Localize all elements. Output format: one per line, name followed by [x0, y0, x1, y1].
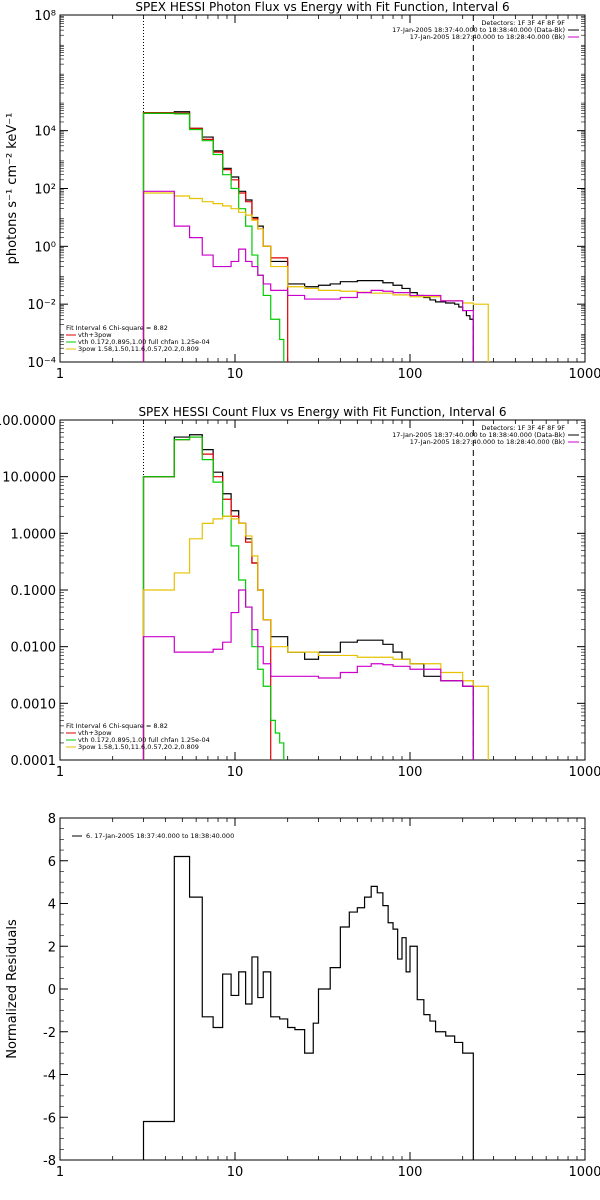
y-tick-label: 8 — [48, 812, 56, 827]
legend-bottom-left-entry: vth 0.172,0.895,1.00 full chfan 1.25e-04 — [78, 338, 210, 346]
legend-bottom-left-entry: 3pow 1.58,1.50,11.6,0.57,20.2,0.809 — [78, 743, 199, 751]
chart-title: SPEX HESSI Count Flux vs Energy with Fit… — [138, 405, 506, 419]
x-tick-label: 10 — [227, 765, 244, 780]
y-tick-label: -4 — [43, 1069, 56, 1084]
legend-bottom-left-entry: vth+3pow — [78, 729, 112, 737]
chart-title: SPEX HESSI Photon Flux vs Energy with Fi… — [135, 0, 509, 14]
legend-top-left-entry: 6. 17-Jan-2005 18:37:40.000 to 18:38:40.… — [86, 832, 234, 840]
y-tick-label: 100.0000 — [0, 414, 56, 429]
y-tick-label: -6 — [43, 1111, 56, 1126]
y-tick-label: 0.0001 — [11, 754, 57, 769]
y-tick-label: 0.0010 — [11, 697, 57, 712]
chart-0: SPEX HESSI Photon Flux vs Energy with Fi… — [5, 0, 600, 382]
legend-top-right-entry: 17-Jan-2005 18:27:40.000 to 18:28:40.000… — [410, 33, 565, 41]
legend-bottom-left-entry: vth 0.172,0.895,1.00 full chfan 1.25e-04 — [78, 736, 210, 744]
y-tick-label: 10² — [34, 183, 56, 198]
x-tick-label: 1 — [56, 367, 64, 382]
x-tick-label: 10 — [227, 367, 244, 382]
series-line-3 — [142, 515, 489, 760]
legend-bottom-left-entry: Fit Interval 6 Chi-square = 8.82 — [66, 722, 168, 730]
legend-top-right-entry: 17-Jan-2005 18:27:40.000 to 18:28:40.000… — [410, 438, 565, 446]
y-tick-label: 4 — [48, 898, 56, 913]
y-tick-label: -2 — [43, 1026, 56, 1041]
y-tick-label: 0.0100 — [11, 641, 57, 656]
y-tick-label: 10⁸ — [34, 9, 56, 24]
series-line-4 — [142, 190, 474, 362]
y-tick-label: 10⁴ — [34, 125, 56, 140]
y-tick-label: 10⁻⁴ — [27, 356, 56, 371]
legend-top-right-entry: 17-Jan-2005 18:37:40.000 to 18:38:40.000… — [392, 26, 565, 34]
legend-top-right-entry: Detectors: 1F 3F 4F 8F 9F — [481, 19, 565, 27]
y-axis-label: Normalized Residuals — [5, 919, 20, 1059]
y-tick-label: 0.1000 — [11, 584, 57, 599]
x-tick-label: 1000 — [568, 1165, 600, 1180]
y-tick-label: 2 — [48, 940, 56, 955]
x-tick-label: 1000 — [568, 367, 600, 382]
legend-bottom-left-entry: Fit Interval 6 Chi-square = 8.82 — [66, 324, 168, 332]
series-line-0 — [142, 434, 474, 760]
y-axis-label: photons s⁻¹ cm⁻² keV⁻¹ — [5, 113, 20, 265]
series-group — [142, 111, 489, 362]
legend-top-right-entry: 17-Jan-2005 18:37:40.000 to 18:38:40.000… — [392, 431, 565, 439]
series-line-4 — [142, 589, 474, 760]
series-line-0 — [142, 855, 474, 1160]
y-tick-label: 10⁻² — [27, 298, 56, 313]
x-tick-label: 1000 — [568, 765, 600, 780]
plot-frame — [59, 14, 586, 363]
series-line-2 — [142, 436, 285, 760]
y-tick-label: 0 — [48, 983, 56, 998]
y-tick-label: 1.0000 — [11, 527, 57, 542]
chart-2: 1 10 100 1000 -8 -6 -4 -2 0 2 4 6 8 Normalized Residu… — [5, 812, 600, 1180]
y-tick-label: 10⁰ — [34, 240, 56, 255]
series-line-1 — [142, 436, 272, 760]
legend-top-right-entry: Detectors: 1F 3F 4F 8F 9F — [481, 424, 565, 432]
series-line-2 — [142, 112, 285, 362]
x-tick-label: 100 — [398, 765, 423, 780]
series-group — [142, 434, 489, 760]
legend-bottom-left-entry: vth+3pow — [78, 331, 112, 339]
y-tick-label: -8 — [43, 1154, 56, 1169]
x-tick-label: 10 — [227, 1165, 244, 1180]
y-tick-label: 10.0000 — [2, 471, 56, 486]
series-line-0 — [142, 111, 474, 362]
x-tick-label: 1 — [56, 765, 64, 780]
plot-frame — [59, 419, 586, 761]
x-tick-label: 1 — [56, 1165, 64, 1180]
series-group — [142, 855, 474, 1160]
x-tick-label: 100 — [398, 1165, 423, 1180]
chart-1: SPEX HESSI Count Flux vs Energy with Fit… — [0, 405, 600, 780]
y-tick-label: 6 — [48, 855, 56, 870]
series-line-3 — [142, 192, 489, 362]
legend-bottom-left-entry: 3pow 1.58,1.50,11.6,0.57,20.2,0.809 — [78, 345, 199, 353]
x-tick-label: 100 — [398, 367, 423, 382]
